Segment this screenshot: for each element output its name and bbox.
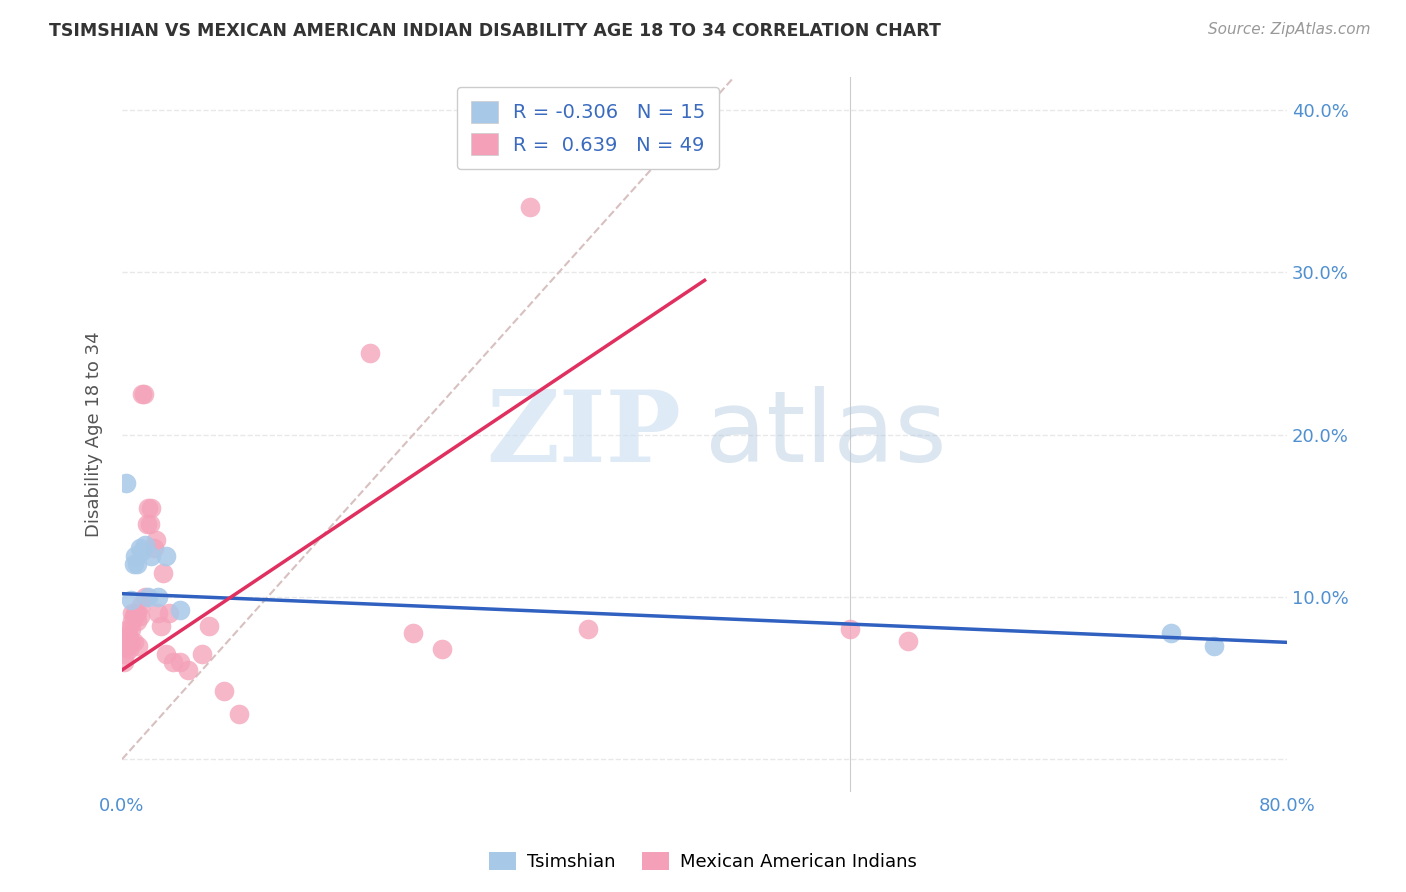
Point xyxy=(124,606,146,620)
Legend: Tsimshian, Mexican American Indians: Tsimshian, Mexican American Indians xyxy=(482,845,924,879)
Point xyxy=(122,609,145,624)
Point xyxy=(122,635,145,649)
Point xyxy=(121,614,143,628)
Point xyxy=(120,623,142,637)
Point xyxy=(136,500,159,515)
Point xyxy=(134,538,156,552)
Point xyxy=(519,200,541,214)
Point xyxy=(132,387,155,401)
Point xyxy=(143,541,166,556)
Point xyxy=(897,633,920,648)
Point xyxy=(115,639,138,653)
Point xyxy=(152,566,174,580)
Text: Source: ZipAtlas.com: Source: ZipAtlas.com xyxy=(1208,22,1371,37)
Point xyxy=(135,516,157,531)
Point xyxy=(114,639,136,653)
Point xyxy=(432,641,454,656)
Point xyxy=(141,500,163,515)
Point xyxy=(129,598,152,612)
Point xyxy=(122,558,145,572)
Point xyxy=(839,623,862,637)
Point xyxy=(148,590,170,604)
Point xyxy=(120,593,142,607)
Point xyxy=(114,647,136,661)
Point xyxy=(141,549,163,564)
Point xyxy=(118,641,141,656)
Point xyxy=(145,533,167,547)
Point xyxy=(117,623,139,637)
Point xyxy=(128,609,150,624)
Point xyxy=(125,558,148,572)
Point xyxy=(112,655,135,669)
Point xyxy=(576,623,599,637)
Y-axis label: Disability Age 18 to 34: Disability Age 18 to 34 xyxy=(86,332,103,537)
Point xyxy=(169,603,191,617)
Point xyxy=(128,541,150,556)
Point xyxy=(359,346,381,360)
Point xyxy=(148,606,170,620)
Point xyxy=(131,387,153,401)
Point xyxy=(120,635,142,649)
Point xyxy=(121,606,143,620)
Point xyxy=(198,619,221,633)
Text: TSIMSHIAN VS MEXICAN AMERICAN INDIAN DISABILITY AGE 18 TO 34 CORRELATION CHART: TSIMSHIAN VS MEXICAN AMERICAN INDIAN DIS… xyxy=(49,22,941,40)
Point xyxy=(1160,625,1182,640)
Point xyxy=(1204,639,1226,653)
Point xyxy=(228,706,250,721)
Point xyxy=(131,544,153,558)
Point xyxy=(155,549,177,564)
Point xyxy=(138,516,160,531)
Point xyxy=(127,639,149,653)
Point xyxy=(115,631,138,645)
Point xyxy=(134,590,156,604)
Point xyxy=(402,625,425,640)
Point xyxy=(118,631,141,645)
Text: ZIP: ZIP xyxy=(486,386,682,483)
Point xyxy=(176,663,198,677)
Point xyxy=(125,614,148,628)
Point xyxy=(117,639,139,653)
Point xyxy=(157,606,180,620)
Point xyxy=(155,647,177,661)
Point xyxy=(169,655,191,669)
Point xyxy=(124,549,146,564)
Point xyxy=(115,476,138,491)
Point xyxy=(212,684,235,698)
Point xyxy=(191,647,214,661)
Point xyxy=(162,655,184,669)
Point xyxy=(136,590,159,604)
Point xyxy=(150,619,173,633)
Point xyxy=(125,606,148,620)
Legend: R = -0.306   N = 15, R =  0.639   N = 49: R = -0.306 N = 15, R = 0.639 N = 49 xyxy=(457,87,720,169)
Text: atlas: atlas xyxy=(704,386,946,483)
